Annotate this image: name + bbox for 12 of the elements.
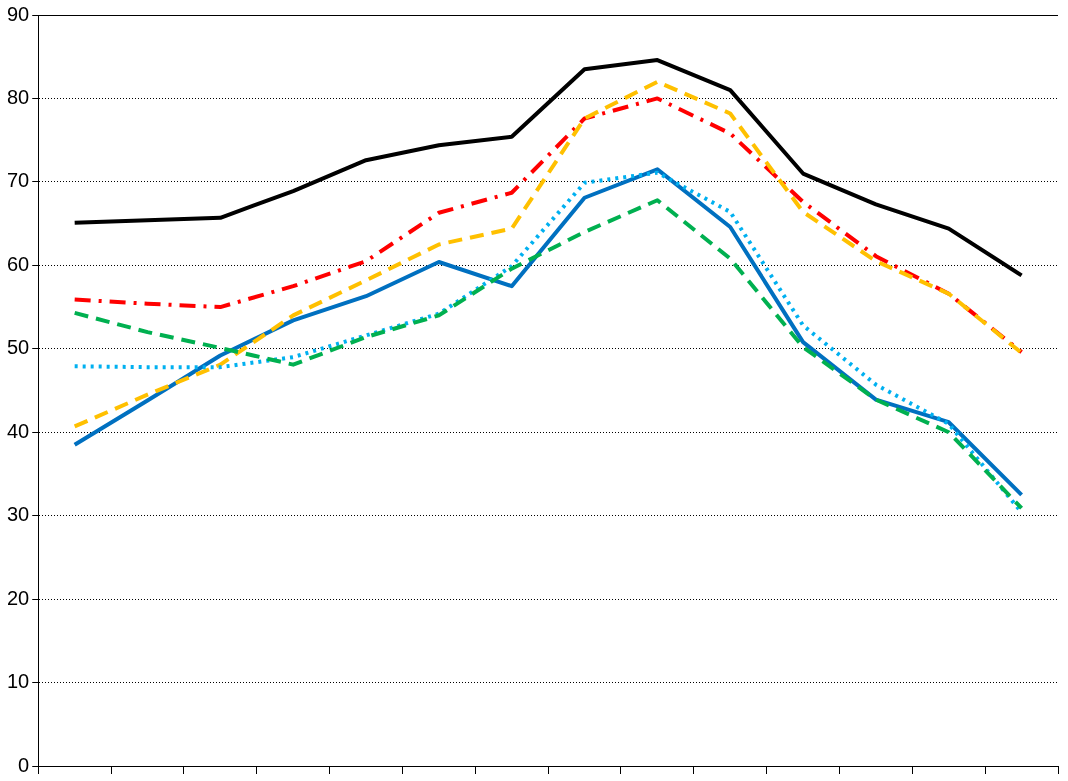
- y-tick-label: 70: [7, 169, 30, 192]
- y-tick-label: 20: [7, 586, 30, 609]
- y-tick-label: 40: [7, 419, 30, 442]
- line-series: [72, 79, 1024, 429]
- y-tick-label: 0: [18, 753, 30, 776]
- y-tick-label: 60: [7, 252, 30, 275]
- y-tick-label: 80: [7, 85, 30, 108]
- y-tick-label: 30: [7, 503, 30, 526]
- y-tick-label: 90: [7, 2, 30, 25]
- y-tick-label: 10: [7, 670, 30, 693]
- y-tick-label: 50: [7, 336, 30, 359]
- line-series: [72, 96, 1024, 355]
